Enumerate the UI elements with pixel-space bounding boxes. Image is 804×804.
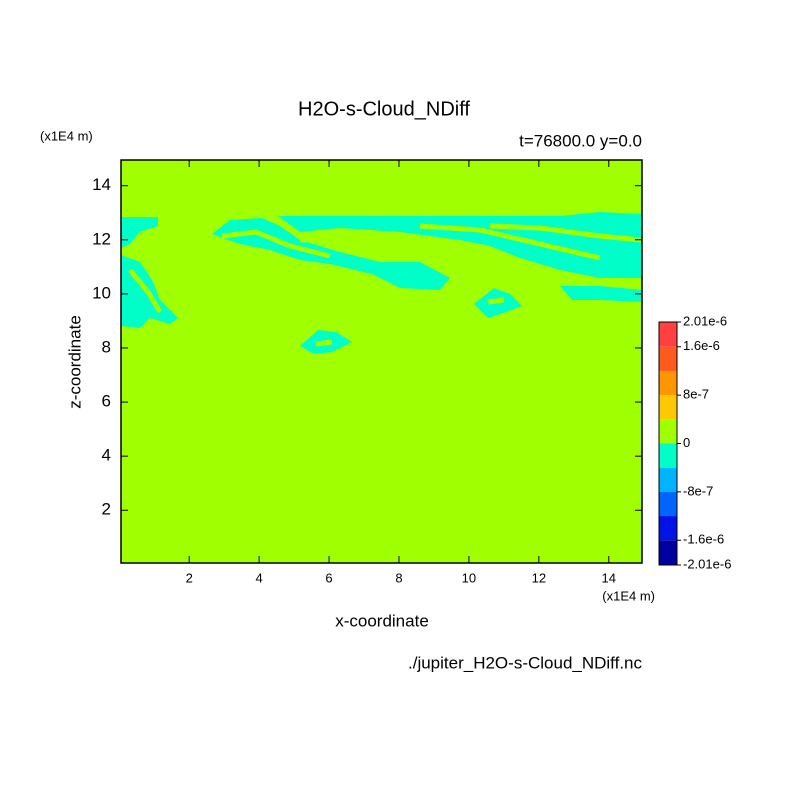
y-axis-label: z-coordinate (65, 315, 84, 409)
x-tick-label: 10 (462, 570, 476, 585)
colorbar-segment (659, 370, 677, 396)
colorbar-segment (659, 346, 677, 371)
y-tick-label: 6 (102, 392, 111, 411)
y-tick-label: 2 (102, 500, 111, 519)
colorbar-segment (659, 322, 677, 347)
chart-subtitle: t=76800.0 y=0.0 (519, 131, 642, 150)
region (121, 217, 158, 248)
x-tick-label: 6 (325, 570, 332, 585)
stripe (419, 223, 601, 261)
colorbar-segment (659, 419, 677, 444)
stripe (221, 229, 331, 259)
file-name: ./jupiter_H2O-s-Cloud_NDiff.nc (408, 653, 642, 672)
x-tick-label: 2 (186, 570, 193, 585)
region (560, 286, 642, 302)
x-tick-label: 14 (602, 570, 616, 585)
stripe (489, 223, 643, 243)
y-tick-label: 12 (92, 229, 111, 248)
colorbar-tick-label: -2.01e-6 (683, 556, 731, 571)
y-tick-label: 10 (92, 283, 111, 302)
colorbar-segment (659, 516, 677, 541)
x-unit: (x1E4 m) (602, 588, 655, 603)
y-tick-label: 8 (102, 337, 111, 356)
colorbar-segment (659, 395, 677, 420)
y-tick-label: 14 (92, 175, 111, 194)
colorbar-tick-label: 0 (683, 435, 690, 450)
colorbar-segment (659, 491, 677, 517)
y-tick-label: 4 (102, 446, 111, 465)
colorbar-tick-label: -1.6e-6 (683, 532, 724, 547)
chart-title: H2O-s-Cloud_NDiff (298, 98, 470, 120)
colorbar-segment (659, 443, 677, 468)
y-unit: (x1E4 m) (40, 128, 93, 143)
x-tick-label: 4 (256, 570, 263, 585)
plot-frame (120, 159, 643, 564)
colorbar-segment (659, 540, 677, 565)
x-tick-label: 12 (532, 570, 546, 585)
colorbar-tick-label: -8e-7 (683, 483, 713, 498)
stripe (299, 235, 561, 279)
x-axis-label: x-coordinate (335, 611, 429, 630)
colorbar-tick-label: 1.6e-6 (683, 338, 720, 353)
colorbar-tick-label: 2.01e-6 (683, 313, 727, 328)
colorbar-tick-label: 8e-7 (683, 387, 709, 402)
stripe (487, 297, 505, 305)
x-tick-label: 8 (395, 570, 402, 585)
stripe (315, 339, 333, 347)
colorbar-segment (659, 467, 677, 492)
stripe (128, 268, 163, 314)
stripes (128, 223, 643, 347)
